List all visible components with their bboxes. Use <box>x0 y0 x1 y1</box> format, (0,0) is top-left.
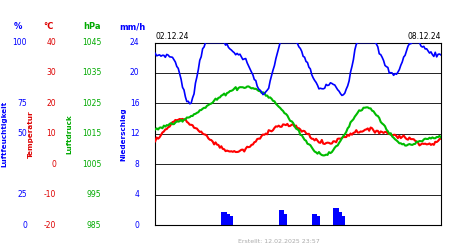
Text: 24: 24 <box>130 38 140 47</box>
Text: 16: 16 <box>130 99 140 108</box>
Text: 02.12.24: 02.12.24 <box>155 32 189 41</box>
Text: 1035: 1035 <box>82 68 101 78</box>
Bar <box>312 214 317 225</box>
Bar <box>336 212 342 225</box>
Text: 1045: 1045 <box>82 38 101 47</box>
Text: 10: 10 <box>47 129 56 138</box>
Text: -10: -10 <box>44 190 56 199</box>
Text: 25: 25 <box>18 190 27 199</box>
Text: 40: 40 <box>46 38 56 47</box>
Text: 30: 30 <box>46 68 56 78</box>
Text: 995: 995 <box>86 190 101 199</box>
Bar <box>227 216 233 225</box>
Text: 75: 75 <box>17 99 27 108</box>
Text: 985: 985 <box>87 220 101 230</box>
Text: 1005: 1005 <box>82 160 101 169</box>
Text: Luftdruck: Luftdruck <box>67 114 73 154</box>
Text: 08.12.24: 08.12.24 <box>408 32 441 41</box>
Bar <box>279 210 284 225</box>
Text: 100: 100 <box>13 38 27 47</box>
Text: 8: 8 <box>135 160 140 169</box>
Bar <box>333 208 339 225</box>
Text: 4: 4 <box>135 190 140 199</box>
Bar <box>282 214 287 225</box>
Text: °C: °C <box>43 22 54 31</box>
Text: hPa: hPa <box>84 22 101 31</box>
Text: %: % <box>14 22 22 31</box>
Text: mm/h: mm/h <box>120 22 146 31</box>
Text: Temperatur: Temperatur <box>27 110 34 158</box>
Text: 0: 0 <box>135 220 140 230</box>
Bar <box>339 216 345 225</box>
Text: -20: -20 <box>44 220 56 230</box>
Text: 12: 12 <box>130 129 140 138</box>
Text: 50: 50 <box>17 129 27 138</box>
Bar <box>225 214 230 225</box>
Text: 20: 20 <box>130 68 140 78</box>
Text: Erstellt: 12.02.2025 23:57: Erstellt: 12.02.2025 23:57 <box>238 239 320 244</box>
Text: 1025: 1025 <box>82 99 101 108</box>
Text: 20: 20 <box>47 99 56 108</box>
Bar <box>315 216 320 225</box>
Text: Niederschlag: Niederschlag <box>121 107 127 160</box>
Text: Luftfeuchtigkeit: Luftfeuchtigkeit <box>1 101 8 167</box>
Bar <box>221 212 227 225</box>
Text: 0: 0 <box>22 220 27 230</box>
Text: 1015: 1015 <box>82 129 101 138</box>
Text: 0: 0 <box>51 160 56 169</box>
